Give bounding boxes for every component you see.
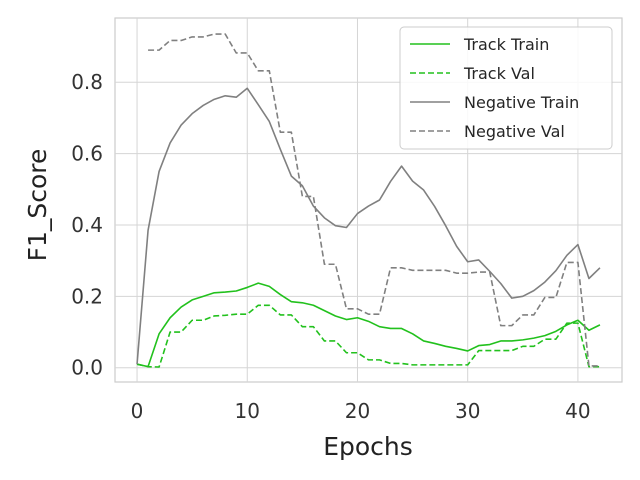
y-tick-label: 0.8 [71,70,103,94]
legend: Track Train Track Val Negative Train Negati… [399,26,613,150]
x-tick-label: 20 [345,399,370,423]
series-line-negative-train [136,87,601,365]
y-tick-label: 0.0 [71,356,103,380]
legend-entry: Track Train [463,35,549,54]
series-line-negative-val [148,33,600,367]
series-line-track-val [136,304,600,368]
x-tick-label: 30 [455,399,480,423]
y-tick-label: 0.4 [71,213,103,237]
x-tick-label: 0 [131,399,144,423]
x-tick-label: 10 [235,399,260,423]
series-line-track-train [136,282,601,368]
legend-entry: Negative Train [464,93,579,112]
series-lines [136,33,601,368]
tick-labels: 0 10 20 30 40 0.0 0.2 0.4 0.6 0.8 [71,70,590,423]
grid [115,18,622,382]
x-tick-label: 40 [565,399,590,423]
x-axis-label: Epochs [323,432,413,461]
legend-box [399,26,613,150]
y-tick-label: 0.2 [71,284,103,308]
legend-entry: Negative Val [464,122,565,141]
legend-entry: Track Val [463,64,535,83]
y-tick-label: 0.6 [71,142,103,166]
y-axis-label: F1_Score [23,149,52,262]
